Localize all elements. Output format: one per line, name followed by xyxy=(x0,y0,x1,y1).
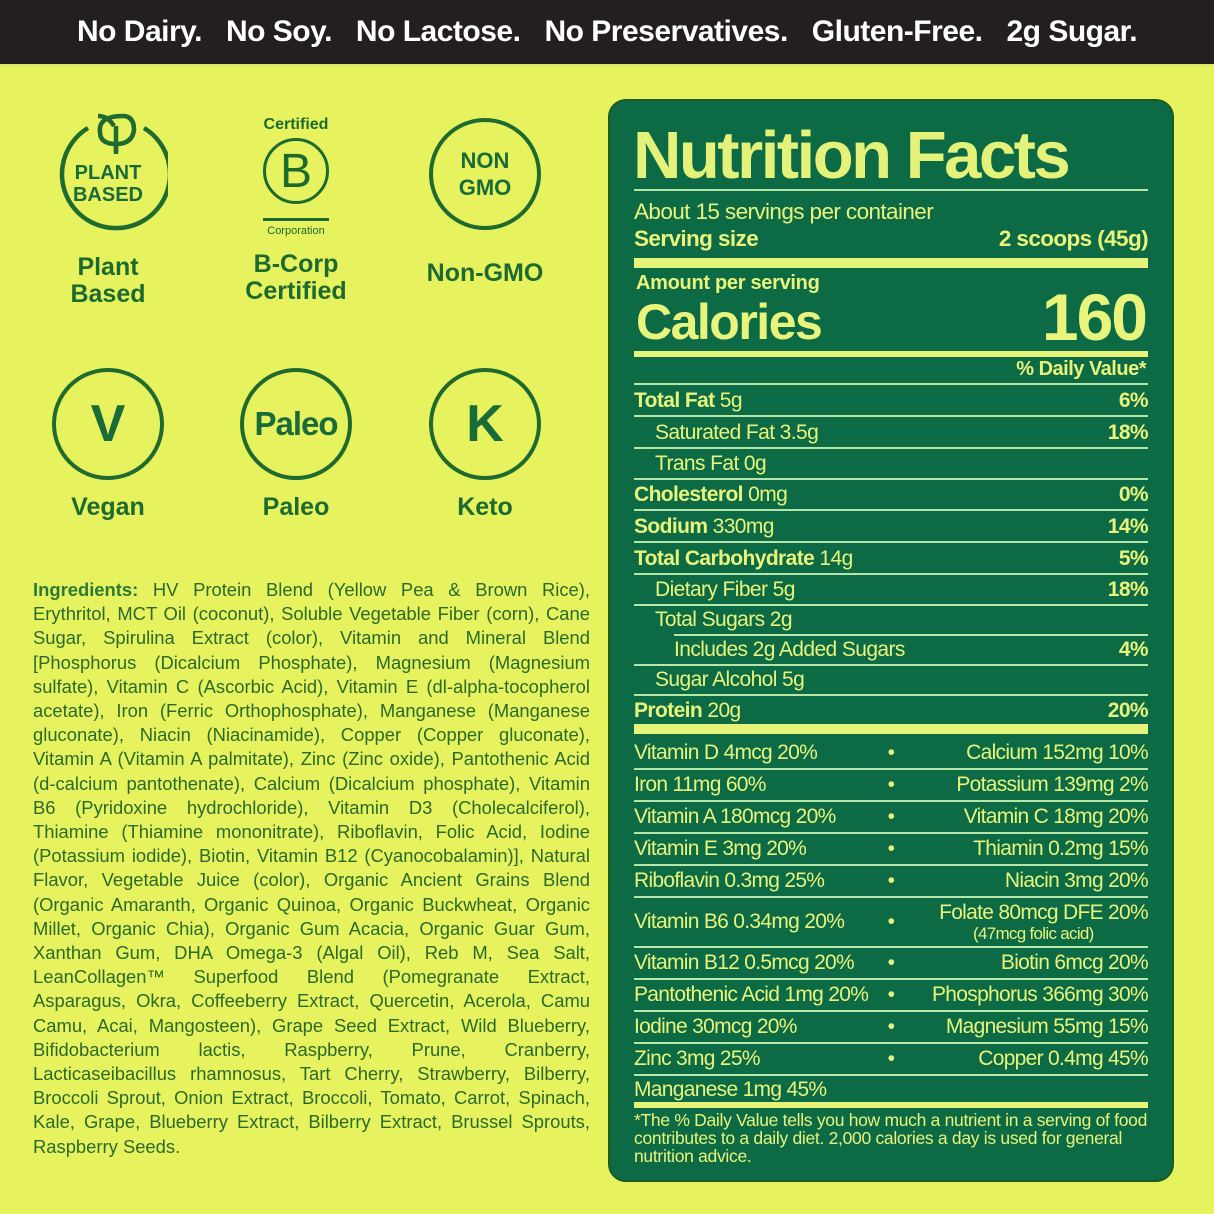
nutrient-row-trans-fat: Trans Fat 0g xyxy=(655,452,767,475)
vegan-icon: V xyxy=(52,368,164,480)
vitamin-row: Pantothenic Acid 1mg 20% • Phosphorus 366m… xyxy=(634,983,1149,1006)
badge-label: Keto xyxy=(457,493,513,521)
vitamin-row: Vitamin B6 0.34mg 20% • Folate 80mcg DFE … xyxy=(634,901,1149,943)
nutrition-facts-panel: Nutrition Facts About 15 servings per co… xyxy=(608,99,1174,1182)
claim-no-soy: No Soy. xyxy=(225,15,332,48)
badge-label: Vegan xyxy=(71,493,145,521)
bullet-icon: • xyxy=(887,805,895,828)
badge-plant-based: PLANT BASED Plant Based xyxy=(33,110,183,308)
b-corp-icon: Certified B Corporation xyxy=(263,116,329,237)
ingredients-list: Ingredients: HV Protein Blend (Yellow Pe… xyxy=(33,578,590,1159)
plant-based-icon: PLANT BASED xyxy=(48,110,168,240)
badge-label: Paleo xyxy=(262,493,330,521)
bullet-icon: • xyxy=(887,910,895,933)
bullet-icon: • xyxy=(887,837,895,860)
nutrition-facts-title: Nutrition Facts xyxy=(633,118,1071,193)
bullet-icon: • xyxy=(887,869,895,892)
nutrient-row-total-fat: Total Fat 5g 6% xyxy=(634,389,1149,412)
bullet-icon: • xyxy=(887,1015,895,1038)
claim-no-dairy: No Dairy. xyxy=(76,15,202,48)
paleo-icon: Paleo xyxy=(240,368,352,480)
claims-bar: No Dairy. No Soy. No Lactose. No Preserv… xyxy=(0,0,1214,66)
calories-value: 160 xyxy=(1041,280,1148,354)
vitamin-row: Manganese 1mg 45% xyxy=(634,1078,827,1101)
vitamin-row: Vitamin B12 0.5mcg 20% • Biotin 6mcg 20% xyxy=(634,951,1149,974)
daily-value-header: % Daily Value* xyxy=(1016,358,1146,380)
vitamin-row: Zinc 3mg 25% • Copper 0.4mg 45% xyxy=(634,1047,1149,1070)
bullet-icon: • xyxy=(887,983,895,1006)
servings-per-container: About 15 servings per container xyxy=(634,199,934,224)
non-gmo-icon: NON GMO xyxy=(429,118,541,230)
badge-label: Non-GMO xyxy=(426,259,544,287)
bullet-icon: • xyxy=(887,773,895,796)
daily-value-footnote: *The % Daily Value tells you how much a … xyxy=(634,1110,1148,1166)
vitamin-row: Vitamin D 4mcg 20% • Calcium 152mg 10% xyxy=(634,741,1149,764)
badge-label: Plant xyxy=(77,253,139,281)
claim-no-preservatives: No Preservatives. xyxy=(544,15,788,48)
badge-vegan: V Vegan xyxy=(33,368,183,521)
nutrient-row-sodium: Sodium 330mg 14% xyxy=(634,515,1149,538)
ingredients-text: HV Protein Blend (Yellow Pea & Brown Ric… xyxy=(33,579,590,1157)
nutrient-row-saturated-fat: Saturated Fat 3.5g 18% xyxy=(655,421,1149,444)
vitamin-row: Vitamin E 3mg 20% • Thiamin 0.2mg 15% xyxy=(634,837,1149,860)
badge-non-gmo: NON GMO Non-GMO xyxy=(410,118,560,287)
vitamin-row: Iron 11mg 60% • Potassium 139mg 2% xyxy=(634,773,1149,796)
nutrient-row-sugar-alcohol: Sugar Alcohol 5g xyxy=(655,668,805,691)
serving-size-value: 2 scoops (45g) xyxy=(998,226,1149,251)
ingredients-heading: Ingredients: xyxy=(33,579,139,600)
badge-b-corp: Certified B Corporation B-Corp Certified xyxy=(221,116,371,305)
claim-gluten-free: Gluten-Free. xyxy=(811,15,983,48)
nutrient-row-total-carbohydrate: Total Carbohydrate 14g 5% xyxy=(634,547,1149,570)
vitamin-row: Vitamin A 180mcg 20% • Vitamin C 18mg 20% xyxy=(634,805,1149,828)
nutrient-row-added-sugars: Includes 2g Added Sugars 4% xyxy=(674,638,1149,661)
nutrient-row-protein: Protein 20g 20% xyxy=(634,699,1149,722)
claim-2g-sugar: 2g Sugar. xyxy=(1006,15,1138,48)
badge-paleo: Paleo Paleo xyxy=(221,368,371,521)
amount-per-serving: Amount per serving xyxy=(636,272,820,294)
bullet-icon: • xyxy=(887,1047,895,1070)
vitamin-row: Iodine 30mcg 20% • Magnesium 55mg 15% xyxy=(634,1015,1149,1038)
keto-icon: K xyxy=(429,368,541,480)
vitamin-row: Riboflavin 0.3mg 25% • Niacin 3mg 20% xyxy=(634,869,1149,892)
bullet-icon: • xyxy=(887,951,895,974)
calories-label: Calories xyxy=(636,294,823,350)
nutrient-row-total-sugars: Total Sugars 2g xyxy=(655,608,793,631)
serving-size-label: Serving size xyxy=(634,226,759,251)
nutrient-row-cholesterol: Cholesterol 0mg 0% xyxy=(634,483,1149,506)
bullet-icon: • xyxy=(887,741,895,764)
badge-label: Certified xyxy=(245,277,347,305)
badge-label: B-Corp xyxy=(253,250,339,278)
badge-keto: K Keto xyxy=(410,368,560,521)
nutrient-row-dietary-fiber: Dietary Fiber 5g 18% xyxy=(655,578,1149,601)
badge-label: Based xyxy=(70,280,146,308)
claim-no-lactose: No Lactose. xyxy=(355,15,521,48)
